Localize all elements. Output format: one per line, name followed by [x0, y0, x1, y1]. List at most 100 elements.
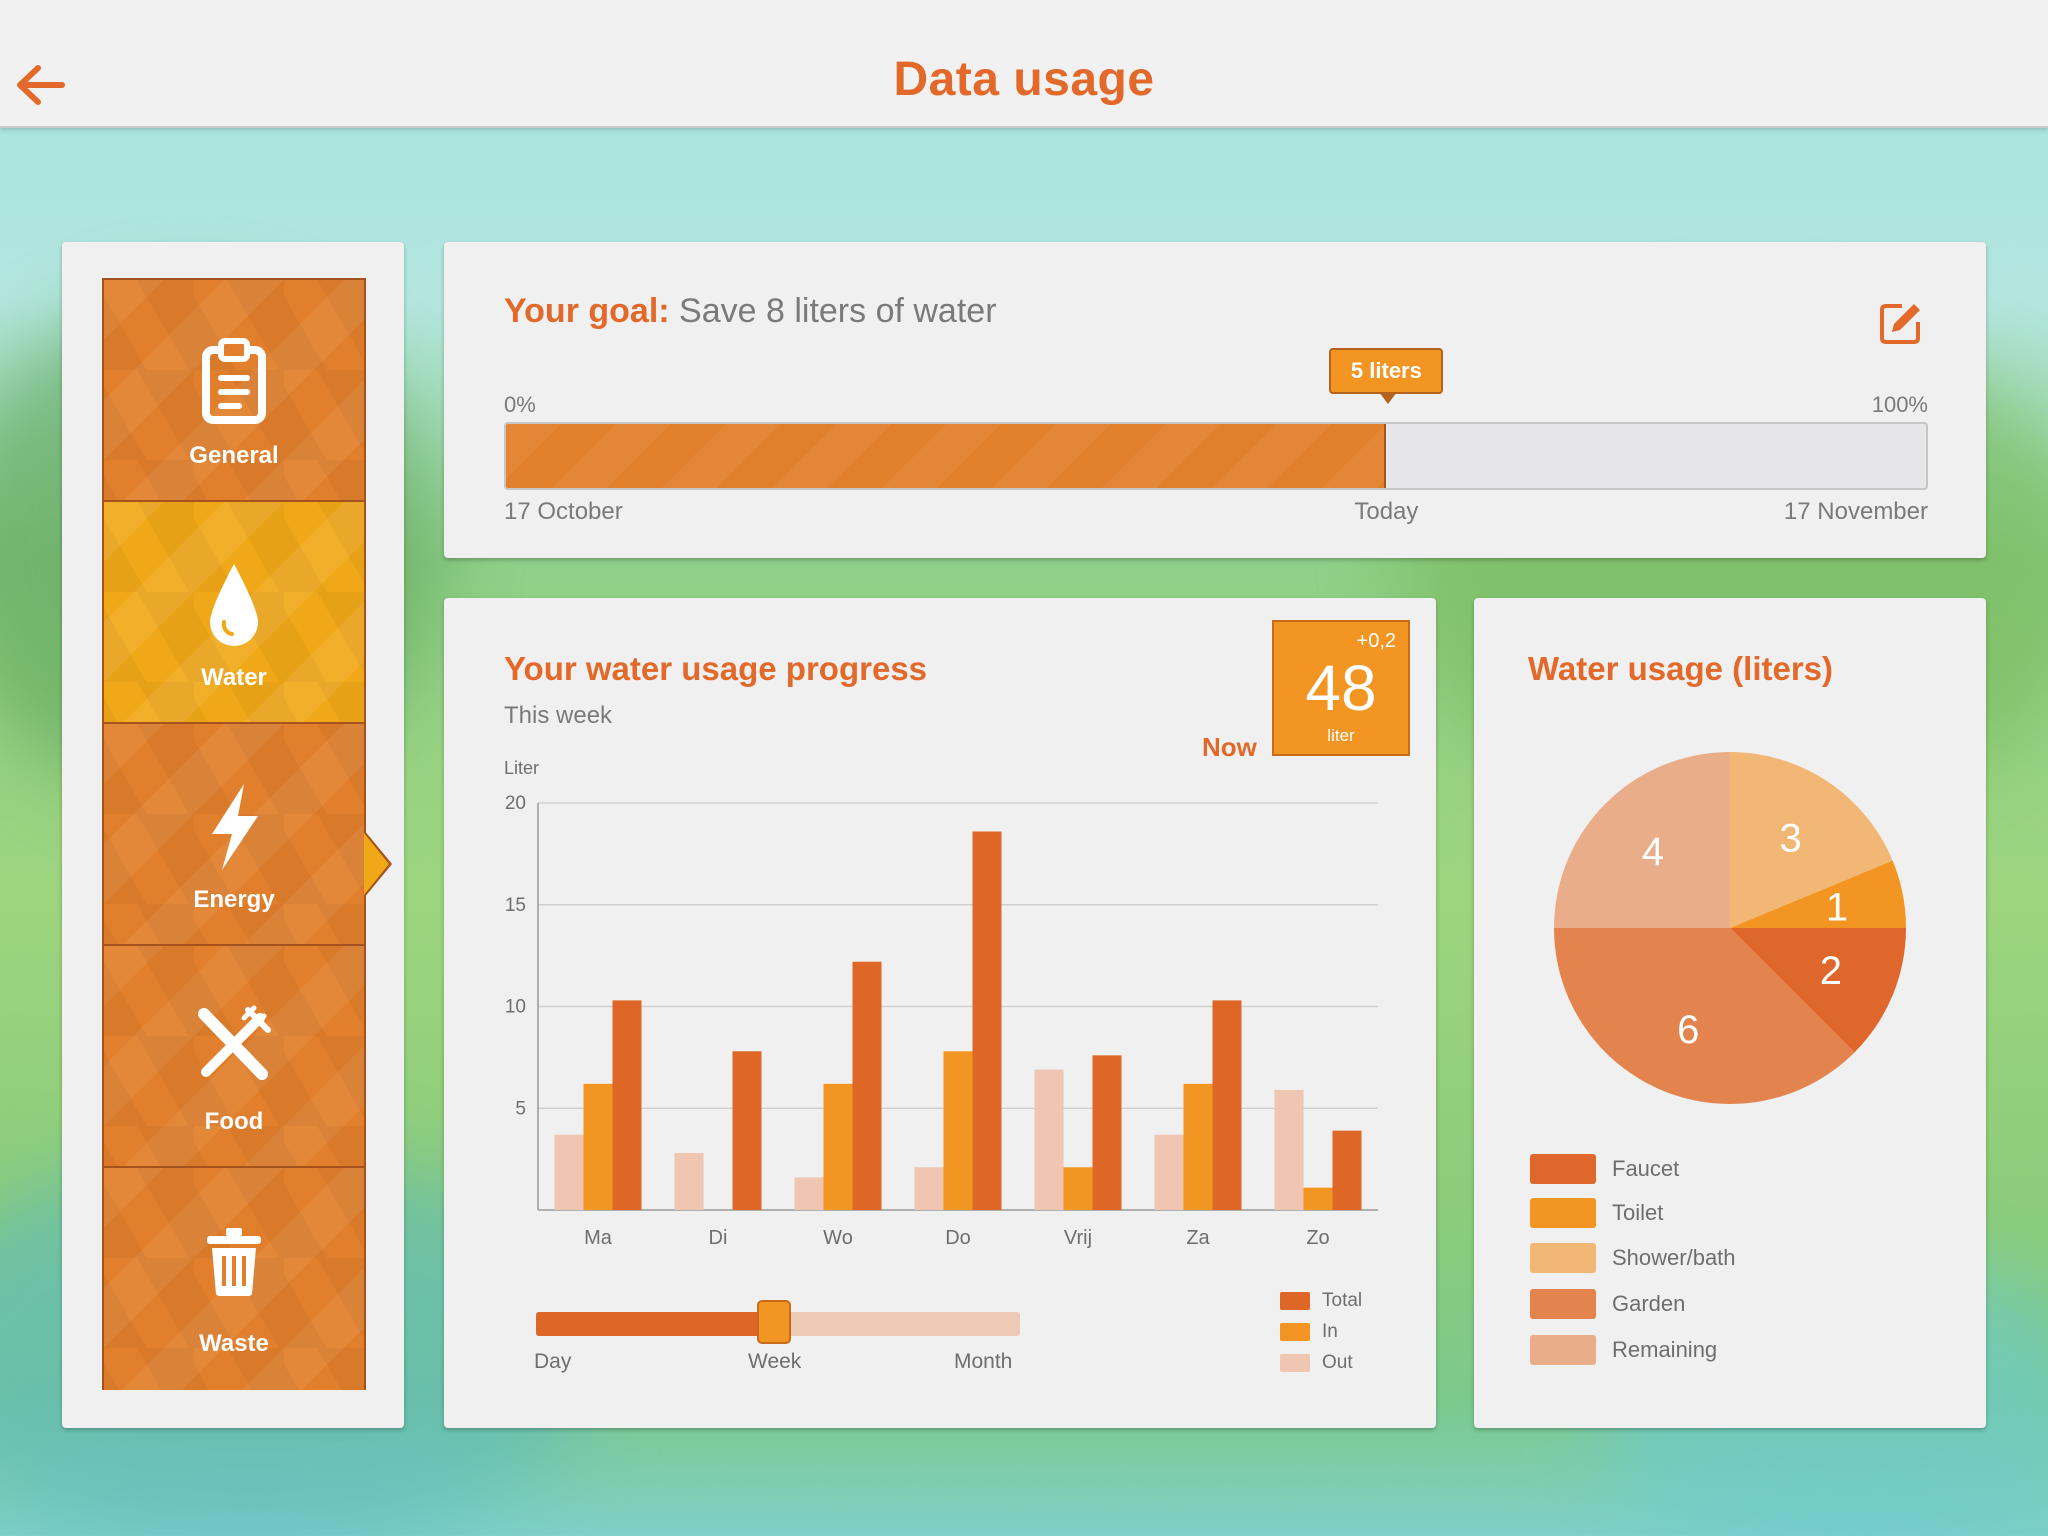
legend-swatch — [1280, 1292, 1310, 1310]
pie-slice-value: 6 — [1677, 1008, 1699, 1052]
category-food[interactable]: Food — [104, 946, 364, 1168]
legend-swatch — [1280, 1323, 1310, 1341]
pie-legend-item-toilet: Toilet — [1530, 1198, 1663, 1228]
top-bar: Data usage — [0, 0, 2048, 128]
usage-progress-panel: Liter 5 10 15 20 Ma Di Wo Do Vrij Za Zo Your water … — [444, 598, 1436, 1428]
legend-swatch — [1530, 1243, 1596, 1273]
y-tick-label: 10 — [505, 997, 526, 1018]
pie-title: Water usage (liters) — [1528, 650, 1834, 687]
current-progress-badge: 5 liters — [1329, 348, 1444, 404]
legend-label: Toilet — [1612, 1200, 1664, 1225]
start-date: 17 October — [504, 498, 623, 525]
end-date: 17 November — [1783, 498, 1928, 525]
goal-progress-bar — [504, 422, 1928, 490]
bar-out-zo — [1274, 1089, 1304, 1210]
pie-legend-item-garden: Garden — [1530, 1289, 1685, 1319]
pie-legend-item-shower: Shower/bath — [1530, 1243, 1736, 1273]
pie-slice-value: 1 — [1826, 886, 1848, 930]
lightning-bolt-icon — [104, 782, 364, 872]
slider-handle[interactable] — [757, 1300, 791, 1344]
time-range-slider[interactable] — [536, 1300, 1020, 1344]
clipboard-icon — [104, 338, 364, 428]
edit-goal-button[interactable] — [1878, 300, 1924, 346]
bar-out-do — [914, 1167, 944, 1210]
range-option-month[interactable]: Month — [954, 1350, 1013, 1373]
range-option-week[interactable]: Week — [748, 1350, 802, 1373]
y-tick-label: 20 — [505, 793, 526, 814]
range-option-day[interactable]: Day — [534, 1350, 572, 1373]
goal-text: Your goal: Save 8 liters of water — [504, 292, 997, 331]
bar-in-ma — [583, 1083, 613, 1210]
bar-in-vrij — [1063, 1167, 1093, 1210]
category-label: Food — [204, 1108, 264, 1135]
x-tick-label: Za — [1186, 1227, 1210, 1249]
legend-label: Remaining — [1612, 1337, 1718, 1362]
legend-label: Total — [1322, 1290, 1363, 1311]
water-usage-pie-chart: 31 2 6 4 — [1554, 752, 1906, 1104]
category-energy[interactable]: Energy — [104, 724, 364, 946]
legend-item-out: Out — [1280, 1352, 1353, 1374]
bar-out-vrij — [1034, 1069, 1064, 1210]
legend-item-total: Total — [1280, 1290, 1362, 1312]
goal-panel: Your goal: Save 8 liters of water 0% 100… — [444, 242, 1986, 558]
pie-slice-shower-bath — [1730, 752, 1893, 928]
bar-total-zo — [1332, 1130, 1362, 1210]
usage-delta: +0,2 — [1356, 630, 1396, 652]
active-pointer-fill — [364, 833, 389, 895]
category-label: Energy — [193, 886, 275, 913]
category-label: General — [189, 442, 279, 469]
x-tick-label: Zo — [1306, 1227, 1329, 1249]
pie-slice-garden — [1554, 928, 1855, 1104]
category-sidebar: General Water Energy — [62, 242, 404, 1428]
current-usage-badge: +0,2 48 liter — [1272, 620, 1410, 756]
category-waste[interactable]: Waste — [104, 1168, 364, 1390]
goal-progress-fill — [506, 424, 1387, 488]
edit-icon — [1880, 304, 1920, 344]
pie-slice-faucet — [1730, 928, 1906, 1053]
bar-in-za — [1183, 1083, 1213, 1210]
legend-swatch — [1530, 1289, 1596, 1319]
usage-unit: liter — [1327, 726, 1355, 745]
now-label: Now — [1202, 732, 1257, 762]
bar-in-wo — [823, 1083, 853, 1210]
legend-swatch — [1280, 1354, 1310, 1372]
trash-can-icon — [104, 1226, 364, 1316]
bar-in-do — [943, 1051, 973, 1210]
end-percent: 100% — [1871, 392, 1928, 417]
bar-out-za — [1154, 1134, 1184, 1210]
back-button[interactable] — [14, 60, 68, 110]
arrow-left-icon — [17, 65, 65, 105]
category-label: Water — [201, 664, 267, 691]
usage-value: 48 — [1305, 652, 1377, 724]
x-tick-label: Wo — [823, 1227, 853, 1249]
legend-swatch — [1530, 1154, 1596, 1184]
category-water[interactable]: Water — [104, 502, 364, 724]
x-tick-label: Ma — [584, 1227, 613, 1249]
bar-total-do — [972, 831, 1002, 1210]
bar-out-ma — [554, 1134, 584, 1210]
pie-slice-value: 2 — [1820, 949, 1842, 993]
bar-total-di — [732, 1051, 762, 1210]
legend-label: In — [1322, 1321, 1338, 1342]
usage-bar-chart: Liter 5 10 15 20 Ma Di Wo Do Vrij Za Zo — [504, 758, 1378, 1249]
y-tick-label: 15 — [505, 895, 526, 916]
x-tick-label: Di — [709, 1227, 728, 1249]
fork-knife-icon — [104, 1004, 364, 1094]
pie-legend-item-remaining: Remaining — [1530, 1335, 1717, 1365]
legend-label: Garden — [1612, 1291, 1686, 1316]
water-drop-icon — [104, 560, 364, 650]
progress-subtitle: This week — [504, 702, 613, 729]
bar-total-wo — [852, 961, 882, 1210]
pie-slice-remaining — [1554, 752, 1730, 928]
category-label: Waste — [199, 1330, 269, 1357]
bar-total-vrij — [1092, 1055, 1122, 1210]
bar-out-di — [674, 1153, 704, 1210]
pie-slice-value: 3 — [1779, 816, 1801, 860]
bar-in-zo — [1303, 1187, 1333, 1210]
bar-total-ma — [612, 1000, 642, 1210]
category-general[interactable]: General — [104, 280, 364, 502]
category-tiles: General Water Energy — [102, 278, 366, 1390]
legend-label: Shower/bath — [1612, 1245, 1736, 1270]
y-axis-label: Liter — [504, 758, 539, 778]
